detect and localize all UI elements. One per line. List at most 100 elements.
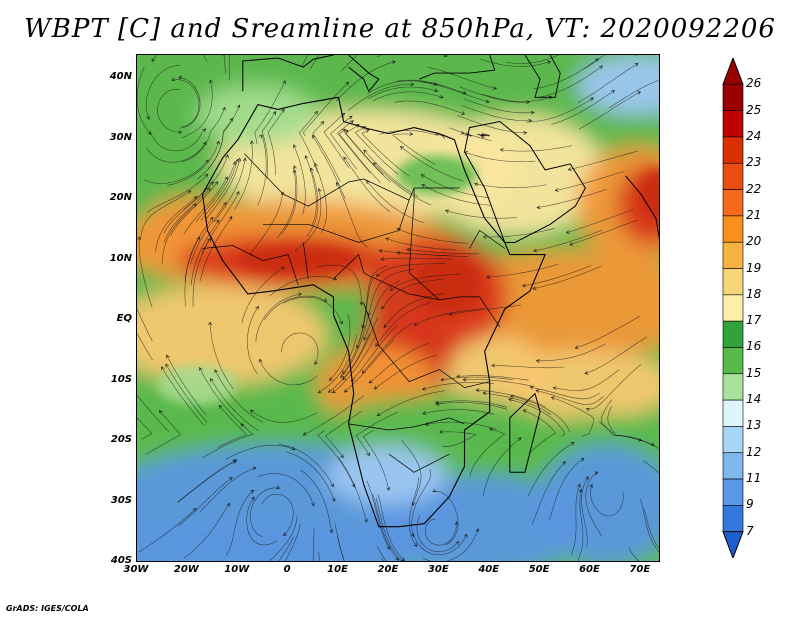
streamline [385, 237, 457, 251]
streamline-arrow [363, 336, 367, 341]
streamline [566, 208, 635, 234]
streamline-arrow [222, 201, 227, 206]
streamline-arrow [159, 410, 163, 414]
streamline [281, 332, 319, 365]
streamline [363, 280, 401, 341]
streamline-arrow [565, 230, 570, 234]
streamline-arrow [406, 247, 411, 252]
streamline-arrow [533, 248, 538, 253]
streamline-arrow [314, 162, 318, 167]
streamline [463, 98, 535, 114]
lat-label: 30S [110, 494, 132, 506]
streamline-arrow [258, 134, 263, 139]
streamline-arrow [344, 388, 348, 393]
streamline [217, 405, 248, 448]
streamline-arrow [258, 358, 263, 363]
streamline-arrow [242, 157, 247, 162]
colorbar-segment [722, 268, 744, 296]
colorbar-label: 19 [746, 260, 762, 275]
streamline [377, 390, 445, 416]
streamline [607, 405, 655, 446]
streamline [257, 134, 267, 206]
country-border [202, 245, 289, 261]
streamline [263, 295, 327, 321]
streamline-arrow [421, 386, 426, 391]
streamline [190, 219, 220, 286]
streamline-arrow [226, 502, 231, 507]
streamline-arrow [448, 312, 453, 316]
streamline-arrow [585, 476, 589, 481]
streamline [362, 265, 388, 329]
streamline [459, 86, 530, 103]
streamline [575, 316, 640, 349]
streamline [439, 431, 477, 447]
streamline [137, 332, 153, 361]
streamline [278, 536, 294, 561]
streamline [394, 100, 465, 115]
streamline [269, 276, 337, 297]
streamline [523, 409, 557, 453]
streamline [323, 113, 350, 169]
streamline [294, 188, 322, 252]
streamline-arrow [214, 369, 218, 374]
streamline [208, 104, 240, 169]
lon-label: 20W [173, 564, 199, 575]
streamline [166, 141, 219, 186]
streamline [432, 490, 459, 546]
streamline-arrow [147, 130, 152, 135]
streamline-arrow [355, 124, 360, 128]
streamline-arrow [650, 442, 655, 446]
streamline-arrow [252, 466, 257, 471]
streamline [195, 161, 236, 222]
streamline [355, 411, 398, 456]
streamline [343, 156, 391, 213]
streamline-arrow [228, 215, 233, 220]
streamline [318, 334, 357, 394]
streamline [401, 440, 422, 506]
streamline [363, 149, 419, 197]
colorbar-label: 9 [746, 497, 754, 512]
streamline-arrow [342, 370, 346, 375]
streamline-arrow [178, 75, 183, 80]
streamline-arrow [328, 377, 333, 381]
streamline [532, 265, 602, 290]
streamline [336, 61, 396, 102]
country-border [263, 199, 410, 243]
streamline-arrow [225, 154, 229, 159]
streamline-arrow [610, 90, 615, 94]
africa-coast [201, 96, 546, 528]
streamline-arrow [224, 176, 228, 181]
streamline-arrow [410, 82, 415, 87]
streamline [178, 477, 233, 526]
streamline [234, 140, 253, 210]
streamline [468, 133, 492, 141]
streamline [149, 128, 206, 152]
streamline [570, 484, 581, 556]
colorbar-segment [722, 84, 744, 111]
streamline [146, 174, 208, 213]
lat-label: 40S [110, 555, 132, 566]
streamline [479, 58, 551, 67]
streamline-arrow [298, 292, 303, 297]
streamline [137, 395, 169, 432]
streamline-arrow [331, 497, 336, 502]
streamline-arrow [365, 129, 370, 133]
streamline-arrow [529, 385, 534, 390]
streamline [171, 79, 200, 128]
streamline [293, 144, 306, 215]
colorbar-segment [722, 399, 744, 427]
streamline-arrow [222, 106, 226, 111]
streamline [483, 228, 555, 238]
streamline [531, 461, 566, 525]
streamline [143, 159, 209, 184]
country-border [469, 229, 506, 249]
country-border [302, 242, 309, 279]
streamline-arrow [461, 111, 466, 115]
streamlines [137, 55, 659, 561]
streamline [328, 333, 370, 393]
streamline-arrow [349, 120, 354, 124]
streamline-arrow [585, 407, 590, 412]
streamline-arrow [460, 130, 465, 135]
streamline-arrow [489, 427, 494, 432]
streamline [183, 176, 228, 235]
